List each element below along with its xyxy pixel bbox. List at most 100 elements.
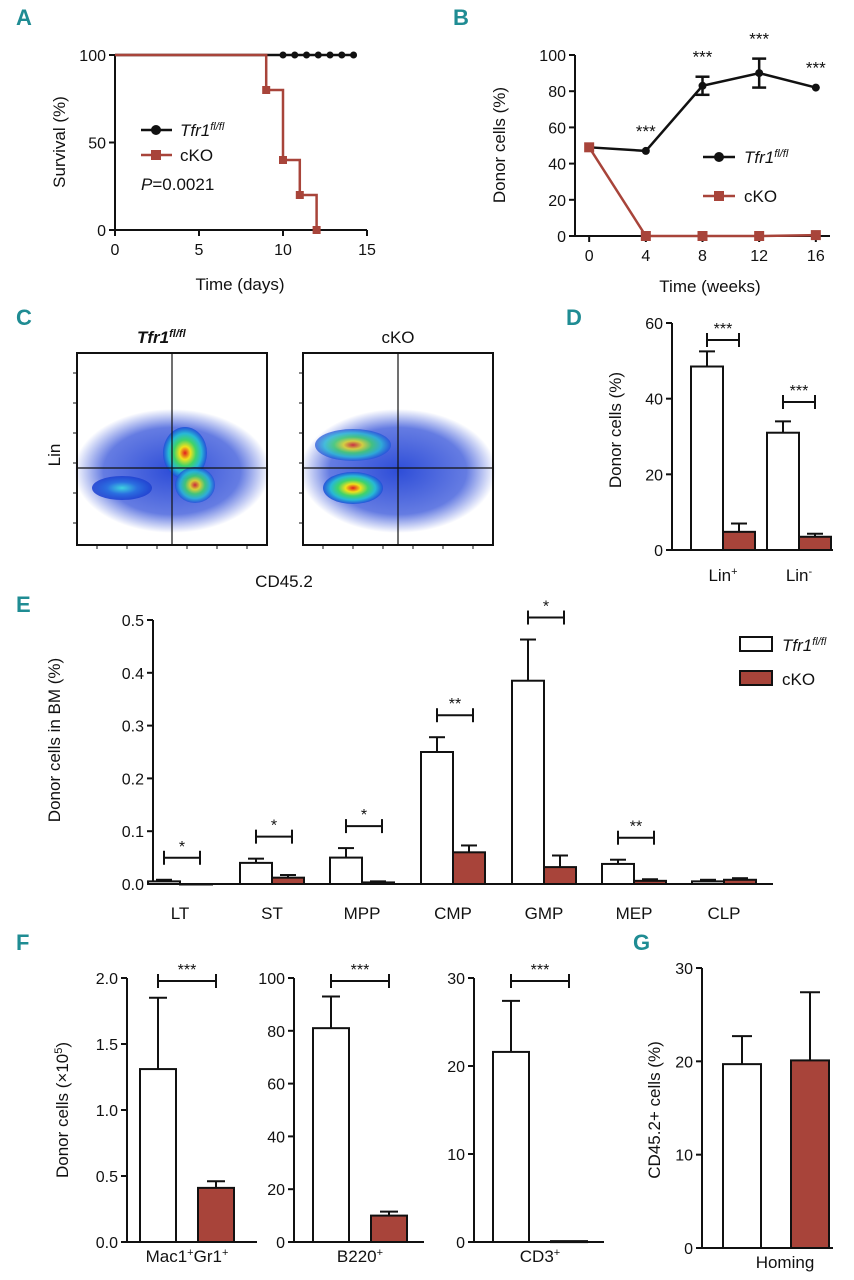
panel-e-ylabel: Donor cells in BM (%) (45, 658, 64, 822)
panel-a-y-tick-label: 100 (79, 48, 106, 65)
panel-e-bar-flox (329, 856, 363, 885)
panel-e-sig: * (179, 839, 185, 856)
category-part: CD3 (520, 1247, 554, 1266)
panel-e-bar-cko (179, 883, 213, 886)
panel-d-ylabel: Donor cells (%) (606, 372, 625, 488)
panel-e-y-tick-label: 0.2 (122, 771, 144, 788)
flow-population (315, 429, 391, 461)
panel-c-title-cko: cKO (381, 328, 414, 347)
panel-b-legend-flox: Tfr1fl/fl (744, 148, 789, 167)
category-sup: + (377, 1247, 383, 1259)
panel-a-legend-marker (151, 150, 161, 160)
panel-b-x-tick-label: 12 (750, 248, 768, 265)
panel-e-bar-cko (633, 879, 667, 885)
panel-b-point (640, 231, 651, 241)
panel-letter-e: E (16, 592, 31, 617)
panel-letter-f: F (16, 930, 29, 955)
panel-f3-bar-flox (492, 1050, 530, 1244)
panel-e-sig: ** (449, 696, 461, 713)
panel-e-bar-flox (601, 862, 635, 885)
panel-d-bar-cko (722, 530, 756, 552)
panel-b-y-tick-label: 0 (557, 229, 566, 246)
panel-f2-y-tick-label: 60 (267, 1077, 285, 1094)
panel-a-x-tick-label: 5 (195, 242, 204, 259)
panel-b-point (811, 83, 820, 92)
flow-population (323, 472, 383, 504)
panel-f-ylabel-sup: 5 (53, 1048, 65, 1054)
panel-b-point (810, 230, 821, 241)
panel-d-category-sup: - (809, 566, 813, 578)
flow-population (163, 427, 207, 479)
panel-e-legend-flox: Tfr1fl/fl (782, 636, 827, 655)
panel-f1-y-tick-label: 0.0 (96, 1235, 118, 1252)
panel-b-y-tick-label: 80 (548, 84, 566, 101)
panel-b-ylabel: Donor cells (%) (490, 87, 509, 203)
panel-e-legend-swatch-cko (739, 670, 773, 686)
panel-b-point (755, 69, 764, 78)
panel-e-sig: * (271, 818, 277, 835)
panel-f1: 0.00.51.01.52.0***Mac1+Gr1+ (96, 962, 257, 1266)
panel-e-category: CLP (707, 904, 740, 923)
panel-d-category-name: Lin (786, 566, 809, 585)
panel-a-legend-flox: Tfr1fl/fl (180, 121, 225, 140)
panel-e-category: LT (171, 904, 190, 923)
panel-e-sig: * (361, 807, 367, 824)
panel-g-y-tick-label: 0 (684, 1241, 693, 1258)
panel-b-point (698, 81, 707, 90)
panel-e-category: GMP (525, 904, 564, 923)
panel-e-bar-cko (361, 881, 395, 886)
panel-f3-y-tick-label: 20 (447, 1059, 465, 1076)
panel-d-sig: *** (714, 321, 733, 338)
panel-a-ylabel: Survival (%) (50, 96, 69, 188)
panel-e-bar-cko (543, 866, 577, 886)
panel-e-bar-cko (723, 878, 757, 886)
legend-text: Tfr1 (782, 636, 812, 655)
panel-b-y-tick-label: 60 (548, 120, 566, 137)
panel-f1-sig: *** (178, 962, 197, 979)
panel-b-series-line (588, 146, 816, 238)
panel-b-x-tick-label: 4 (641, 248, 650, 265)
legend-superscript: fl/fl (169, 328, 186, 340)
panel-a-point (262, 86, 271, 94)
panel-f2-y-tick-label: 80 (267, 1024, 285, 1041)
panel-a-point (326, 51, 334, 59)
panel-g-y-tick-label: 20 (675, 1054, 693, 1071)
panel-e-bar-cko (271, 876, 305, 886)
category-part: Gr1 (194, 1247, 222, 1266)
panel-b-x-tick-label: 16 (807, 248, 825, 265)
panel-f1-bar-cko (197, 1186, 235, 1244)
panel-b-y-tick-label: 20 (548, 193, 566, 210)
flow-population (92, 476, 152, 500)
panel-f2-y-tick-label: 20 (267, 1182, 285, 1199)
panel-a-x-tick-label: 10 (274, 242, 292, 259)
panel-a-series-line (115, 53, 318, 230)
panel-e-bar-flox (147, 880, 181, 885)
legend-superscript: fl/fl (774, 148, 789, 160)
panel-d-category: Lin+ (708, 566, 737, 585)
legend-superscript: fl/fl (812, 636, 827, 648)
panel-d-category-sup: + (731, 566, 737, 578)
panel-f1-bar-flox (139, 1068, 177, 1243)
panel-b-sig: *** (806, 59, 826, 78)
panel-a-point (350, 51, 358, 59)
panel-f2-y-tick-label: 100 (258, 971, 285, 988)
panel-g-y-tick-label: 10 (675, 1148, 693, 1165)
panel-e-y-tick-label: 0.1 (122, 824, 144, 841)
legend-text: Tfr1 (137, 328, 169, 347)
panel-a-point (314, 51, 322, 59)
panel-b-point (754, 231, 765, 241)
panel-a-point (312, 226, 321, 234)
panel-e-y-tick-label: 0.3 (122, 719, 144, 736)
panel-e-category: MPP (344, 904, 381, 923)
panel-e-y-tick-label: 0.4 (122, 666, 144, 683)
panel-a-legend-cko: cKO (180, 146, 213, 165)
panel-b-legend-cko: cKO (744, 187, 777, 206)
panel-a-legend-marker (151, 125, 161, 135)
panel-d-bar-cko (798, 535, 832, 552)
panel-letter-g: G (633, 930, 650, 955)
panel-e-legend-swatch-flox (739, 636, 773, 652)
panel-f2-bar-flox (312, 1027, 350, 1244)
panel-f3: 0 10 20 30 *** CD3+ (447, 962, 604, 1266)
